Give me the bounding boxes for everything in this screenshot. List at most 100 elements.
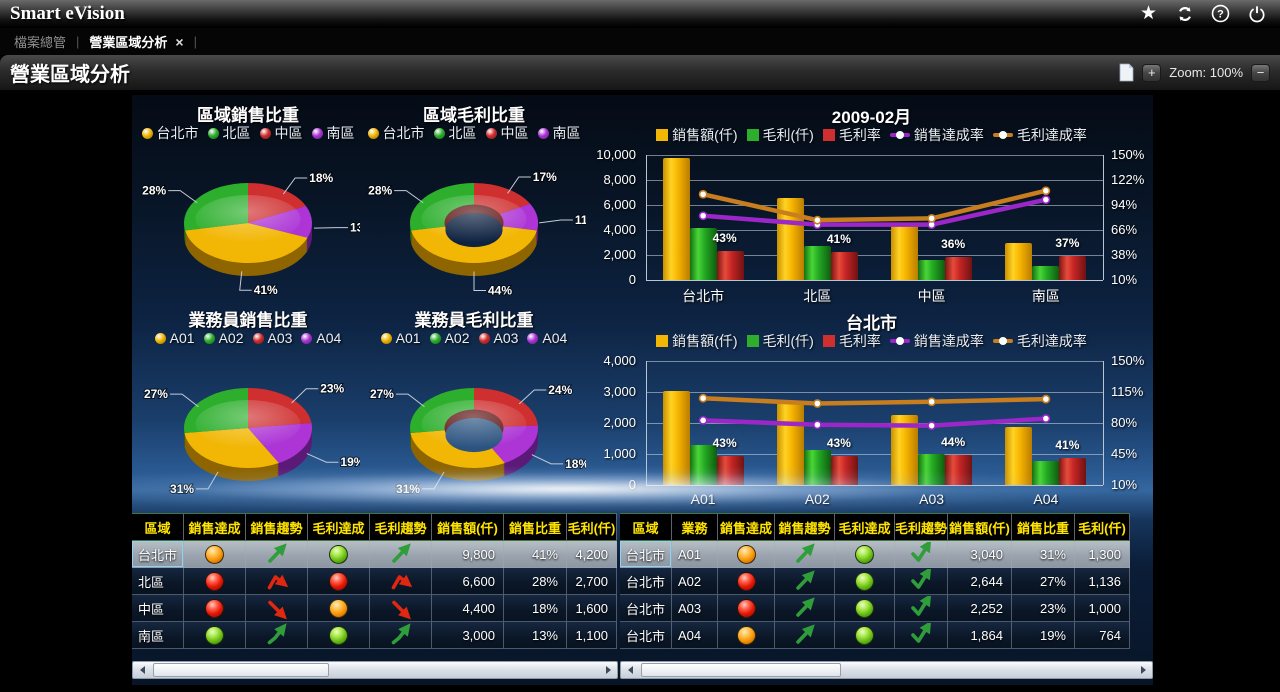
profit-achievement-cell[interactable] [308, 568, 370, 595]
right-axis-tick: 115% [1111, 384, 1144, 399]
sales-trend-cell[interactable] [246, 568, 308, 595]
region-cell[interactable]: 台北市 [620, 541, 672, 568]
scroll-right-icon[interactable] [1135, 662, 1151, 678]
salesperson-cell[interactable]: A03 [672, 595, 718, 622]
scroll-right-icon[interactable] [600, 662, 616, 678]
profit-achievement-cell[interactable] [308, 595, 370, 622]
value-cell[interactable]: 13% [504, 622, 567, 649]
profit-achievement-cell[interactable] [835, 541, 895, 568]
sales-achievement-cell[interactable] [184, 541, 246, 568]
value-cell[interactable]: 6,600 [432, 568, 504, 595]
profit-achievement-cell[interactable] [835, 595, 895, 622]
scrollbar-thumb[interactable] [153, 663, 329, 677]
profit-achievement-cell[interactable] [308, 622, 370, 649]
refresh-icon[interactable] [1175, 4, 1194, 23]
value-cell[interactable]: 41% [504, 541, 567, 568]
legend-dot-icon [367, 127, 379, 139]
category-label[interactable]: A01 [690, 491, 716, 507]
profit-trend-cell[interactable] [895, 622, 948, 649]
scroll-left-icon[interactable] [134, 662, 150, 678]
sales-achievement-cell[interactable] [718, 595, 775, 622]
column-header: 毛利(仟) [1075, 513, 1130, 541]
profit-trend-cell[interactable] [370, 568, 432, 595]
salesperson-cell[interactable]: A02 [672, 568, 718, 595]
value-cell[interactable]: 9,800 [432, 541, 504, 568]
category-label[interactable]: 中區 [917, 288, 946, 304]
zoom-out-button[interactable]: − [1251, 63, 1270, 82]
pie-chart-region-sales-share: 區域銷售比重 台北市 北區 中區 南區 18% 13% 41% 28% [136, 101, 375, 306]
sales-trend-cell[interactable] [775, 595, 835, 622]
profit-trend-cell[interactable] [895, 541, 948, 568]
sales-achievement-cell[interactable] [184, 622, 246, 649]
region-cell[interactable]: 台北市 [132, 541, 184, 568]
sales-trend-cell[interactable] [775, 541, 835, 568]
gridline [646, 361, 1103, 362]
sales-trend-cell[interactable] [246, 541, 308, 568]
value-cell[interactable]: 28% [504, 568, 567, 595]
category-label[interactable]: 北區 [803, 288, 832, 304]
salesperson-cell[interactable]: A04 [672, 622, 718, 649]
salesperson-cell[interactable]: A01 [672, 541, 718, 568]
sales-trend-cell[interactable] [246, 622, 308, 649]
sales-achievement-cell[interactable] [184, 568, 246, 595]
sales-achievement-cell[interactable] [718, 622, 775, 649]
right-table-scrollbar[interactable] [620, 661, 1153, 679]
value-cell[interactable]: 18% [504, 595, 567, 622]
favorite-star-icon[interactable]: ★ [1139, 3, 1158, 24]
document-icon[interactable] [1119, 63, 1134, 82]
value-cell[interactable]: 2,252 [948, 595, 1012, 622]
tab-file-manager[interactable]: 檔案總管 [14, 35, 67, 50]
value-cell[interactable]: 1,300 [1075, 541, 1130, 568]
value-cell[interactable]: 1,136 [1075, 568, 1130, 595]
profit-trend-cell[interactable] [895, 568, 948, 595]
scroll-left-icon[interactable] [622, 662, 638, 678]
sales-trend-cell[interactable] [775, 568, 835, 595]
region-cell[interactable]: 台北市 [620, 568, 672, 595]
profit-achievement-cell[interactable] [835, 622, 895, 649]
sales-achievement-cell[interactable] [718, 568, 775, 595]
profit-trend-cell[interactable] [370, 541, 432, 568]
value-cell[interactable]: 4,200 [567, 541, 617, 568]
sales-achievement-cell[interactable] [718, 541, 775, 568]
profit-achievement-cell[interactable] [308, 541, 370, 568]
category-label[interactable]: 南區 [1031, 288, 1060, 304]
tab-close-icon[interactable]: × [175, 33, 184, 50]
left-table-scrollbar[interactable] [132, 661, 618, 679]
value-cell[interactable]: 764 [1075, 622, 1130, 649]
scrollbar-thumb[interactable] [641, 663, 841, 677]
region-cell[interactable]: 台北市 [620, 595, 672, 622]
legend-label: 銷售達成率 [913, 127, 984, 143]
sales-trend-cell[interactable] [775, 622, 835, 649]
value-cell[interactable]: 3,040 [948, 541, 1012, 568]
profit-trend-cell[interactable] [370, 622, 432, 649]
value-cell[interactable]: 1,600 [567, 595, 617, 622]
category-label[interactable]: A04 [1033, 491, 1059, 507]
value-cell[interactable]: 4,400 [432, 595, 504, 622]
power-icon[interactable] [1247, 4, 1266, 23]
sales-trend-cell[interactable] [246, 595, 308, 622]
value-cell[interactable]: 1,864 [948, 622, 1012, 649]
zoom-in-button[interactable]: + [1142, 63, 1162, 82]
sales-achievement-cell[interactable] [184, 595, 246, 622]
value-cell[interactable]: 19% [1012, 622, 1075, 649]
value-cell[interactable]: 2,700 [567, 568, 617, 595]
profit-trend-cell[interactable] [895, 595, 948, 622]
value-cell[interactable]: 2,644 [948, 568, 1012, 595]
help-icon[interactable]: ? [1211, 4, 1230, 23]
region-cell[interactable]: 台北市 [620, 622, 672, 649]
category-label[interactable]: A03 [919, 491, 945, 507]
region-cell[interactable]: 中區 [132, 595, 184, 622]
tab-region-analysis[interactable]: 營業區域分析 × [89, 32, 183, 51]
region-cell[interactable]: 北區 [132, 568, 184, 595]
category-label[interactable]: A02 [804, 491, 830, 507]
profit-achievement-cell[interactable] [835, 568, 895, 595]
value-cell[interactable]: 27% [1012, 568, 1075, 595]
value-cell[interactable]: 1,000 [1075, 595, 1130, 622]
value-cell[interactable]: 1,100 [567, 622, 617, 649]
value-cell[interactable]: 3,000 [432, 622, 504, 649]
value-cell[interactable]: 23% [1012, 595, 1075, 622]
profit-trend-cell[interactable] [370, 595, 432, 622]
category-label[interactable]: 台北市 [682, 288, 725, 304]
value-cell[interactable]: 31% [1012, 541, 1075, 568]
region-cell[interactable]: 南區 [132, 622, 184, 649]
